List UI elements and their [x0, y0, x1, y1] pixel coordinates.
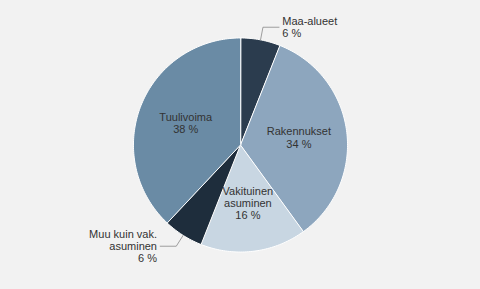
svg-text:Vakituinenasuminen16 %: Vakituinenasuminen16 % — [223, 185, 274, 221]
svg-text:Muu kuin vak.asuminen6 %: Muu kuin vak.asuminen6 % — [89, 228, 157, 264]
svg-text:Rakennukset34 %: Rakennukset34 % — [267, 125, 331, 149]
svg-text:Maa-alueet6 %: Maa-alueet6 % — [282, 15, 337, 39]
svg-text:Tuulivoima38 %: Tuulivoima38 % — [159, 111, 213, 135]
